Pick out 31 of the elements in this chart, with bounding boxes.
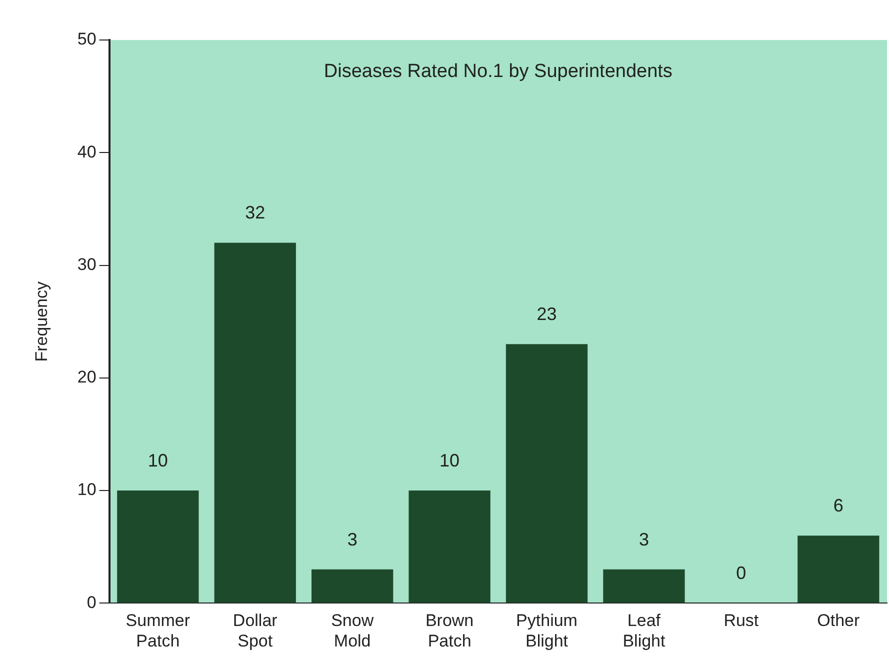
bar [506,344,588,603]
bar [214,242,296,603]
bar [312,569,394,603]
data-label: 3 [347,529,358,550]
data-label: 6 [833,496,844,516]
data-label: 10 [148,450,168,471]
y-tick-label: 50 [77,30,96,49]
text: Diseases Rated No.1 by Superintendents [324,61,672,82]
y-tick-label: 0 [86,592,96,612]
data-label: 3 [638,529,649,550]
bar [798,536,880,603]
y-tick-label: 40 [77,142,96,162]
y-tick-label: 20 [77,368,96,387]
x-tick-label: Summer Patch [126,611,190,650]
x-tick-label: Brown Patch [425,611,474,650]
bar [408,490,490,603]
x-tick-label: Rust [724,611,759,630]
y-tick-label: 30 [77,254,96,274]
y-axis-title: Frequency [32,280,51,362]
data-label: 10 [440,450,460,471]
x-tick-label: Other [817,611,860,630]
bar [603,569,685,603]
data-label: 0 [736,563,746,584]
data-label: 32 [245,202,266,223]
x-tick-label: Dollar Spot [232,611,278,650]
x-tick-label: Snow Mold [331,611,374,650]
data-label: 23 [536,304,557,324]
bar [117,490,199,603]
x-tick-label: Leaf Blight [622,611,666,650]
x-tick-label: Pythium Blight [516,611,578,650]
y-tick-label: 10 [77,480,96,500]
